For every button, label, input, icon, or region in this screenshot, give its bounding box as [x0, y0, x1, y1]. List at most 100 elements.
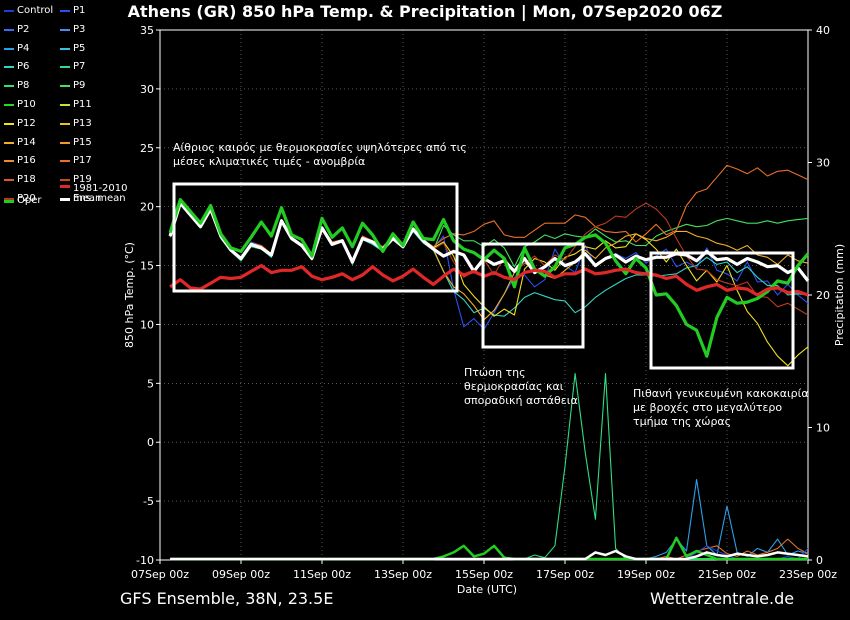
y-tick-label: 0: [147, 436, 154, 449]
legend-item: P12: [4, 115, 36, 133]
legend-label: P9: [73, 80, 86, 92]
annotation-line: σποραδική αστάθεια: [464, 394, 578, 407]
x-tick-label: 11Sep 00z: [293, 568, 351, 581]
legend-swatch: [4, 104, 14, 106]
x-tick-label: 07Sep 00z: [131, 568, 189, 581]
legend-item: Oper: [4, 192, 41, 210]
x-tick-label: 23Sep 00z: [779, 568, 837, 581]
temperature-series-layer: [168, 164, 810, 367]
legend-item: P15: [60, 134, 92, 152]
legend-swatch: [60, 66, 70, 69]
legend-swatch: [60, 184, 70, 188]
annotation-line: θερμοκρασίας και: [464, 380, 564, 393]
legend-label: P15: [73, 136, 92, 148]
legend-swatch: [60, 10, 70, 12]
legend-item: P5: [60, 40, 85, 58]
temp-line-1981-2010-mean: [169, 264, 809, 297]
temp-line-ens-mean: [168, 201, 810, 282]
legend-label: P16: [17, 155, 36, 167]
legend-item: P14: [4, 134, 36, 152]
legend-swatch: [4, 85, 14, 88]
x-axis-label: Date (UTC): [457, 583, 517, 596]
y2-tick-label: 30: [816, 157, 830, 170]
y2-tick-label: 20: [816, 289, 830, 302]
y-tick-label: 35: [140, 24, 154, 37]
legend-item: Ens. mean: [60, 190, 126, 208]
temp-line-oper: [168, 198, 810, 358]
legend-label: 1981-2010 mean: [73, 183, 128, 204]
legend-item: P2: [4, 21, 29, 39]
legend-item: 1981-2010 mean: [60, 180, 128, 204]
legend-swatch: [4, 47, 14, 50]
legend-label: P5: [73, 42, 86, 54]
legend-swatch: [60, 85, 70, 88]
footer-right: Wetterzentrale.de: [650, 589, 795, 608]
legend-label: P10: [17, 99, 36, 110]
legend-label: P13: [73, 117, 92, 129]
y-axis-label: 850 hPa Temp. (°C): [123, 242, 136, 348]
x-tick-label: 17Sep 00z: [536, 568, 594, 581]
axis-labels: -10 -5 0 5 10 15 20 25 30 35 0 10 20 30 40 07Sep 00z 09S…: [131, 24, 837, 581]
annotation-line: τμήμα της χώρας: [633, 415, 732, 428]
legend-item: P6: [4, 58, 29, 76]
y2-axis-label: Precipitation (mm): [833, 244, 846, 346]
y-tick-label: 5: [147, 377, 154, 390]
annotation-text-2: Πτώση της θερμοκρασίας και σποραδική αστ…: [464, 366, 578, 408]
annotation-line: μέσες κλιματικές τιμές - ανομβρία: [173, 155, 366, 168]
y2-tick-label: 40: [816, 24, 830, 37]
legend-swatch: [60, 141, 70, 144]
legend-item: P11: [60, 96, 92, 114]
annotation-text-1: Αίθριος καιρός με θερμοκρασίες υψηλότερε…: [173, 141, 467, 169]
legend-item: P17: [60, 152, 92, 170]
legend-label: P12: [17, 117, 36, 129]
legend-item: P13: [60, 115, 92, 133]
y-tick-label: 15: [140, 260, 154, 273]
legend-item: P4: [4, 40, 29, 58]
x-tick-label: 21Sep 00z: [698, 568, 756, 581]
legend-swatch: [60, 197, 70, 201]
annotation-line: Πιθανή γενικευμένη κακοκαιρία: [633, 387, 809, 400]
legend-swatch: [60, 160, 70, 163]
legend-label: P3: [73, 23, 86, 35]
x-tick-label: 13Sep 00z: [374, 568, 432, 581]
legend-item: P16: [4, 152, 36, 170]
legend-label: P20: [17, 193, 36, 204]
legend-item: P18: [4, 171, 36, 189]
legend-label: Ens. mean: [73, 193, 126, 204]
legend-item: P7: [60, 58, 85, 76]
annotation-line: Αίθριος καιρός με θερμοκρασίες υψηλότερε…: [173, 141, 467, 154]
legend-label: P17: [73, 155, 92, 167]
annotation-text-3: Πιθανή γενικευμένη κακοκαιρία με βροχές …: [633, 387, 809, 429]
legend-label: P4: [17, 42, 30, 54]
legend-swatch: [4, 122, 14, 125]
legend-label: Control: [17, 5, 54, 16]
legend-swatch: [4, 160, 14, 163]
legend-item: P9: [60, 77, 85, 95]
annotation-line: Πτώση της: [464, 366, 526, 379]
y-tick-label: 20: [140, 201, 154, 214]
x-tick-label: 19Sep 00z: [617, 568, 675, 581]
legend-label: P18: [17, 174, 36, 186]
legend-label: P1: [73, 5, 86, 16]
y2-tick-label: 10: [816, 422, 830, 435]
chart-title: Athens (GR) 850 hPa Temp. & Precipitatio…: [127, 2, 723, 21]
y-tick-label: 10: [140, 318, 154, 331]
legend-item: P1: [60, 2, 85, 20]
legend-swatch: [4, 10, 14, 12]
legend-item: P8: [4, 77, 29, 95]
annotation-line: με βροχές στο μεγαλύτερο: [633, 401, 783, 414]
y-tick-label: 30: [140, 83, 154, 96]
annotation-box-1: [172, 182, 459, 293]
legend-label: P6: [17, 61, 30, 73]
annotation-box-2: [481, 242, 585, 349]
precip-line-ens-mean: [170, 549, 809, 561]
y-tick-label: -5: [143, 495, 154, 508]
legend-swatch: [4, 199, 14, 203]
legend-swatch: [60, 104, 70, 106]
y2-tick-label: 0: [816, 554, 823, 567]
x-tick-label: 09Sep 00z: [212, 568, 270, 581]
x-tick-label: 15Sep 00z: [455, 568, 513, 581]
legend-label: P14: [17, 136, 36, 148]
legend-swatch: [4, 66, 14, 69]
legend-item: P19: [60, 171, 92, 189]
